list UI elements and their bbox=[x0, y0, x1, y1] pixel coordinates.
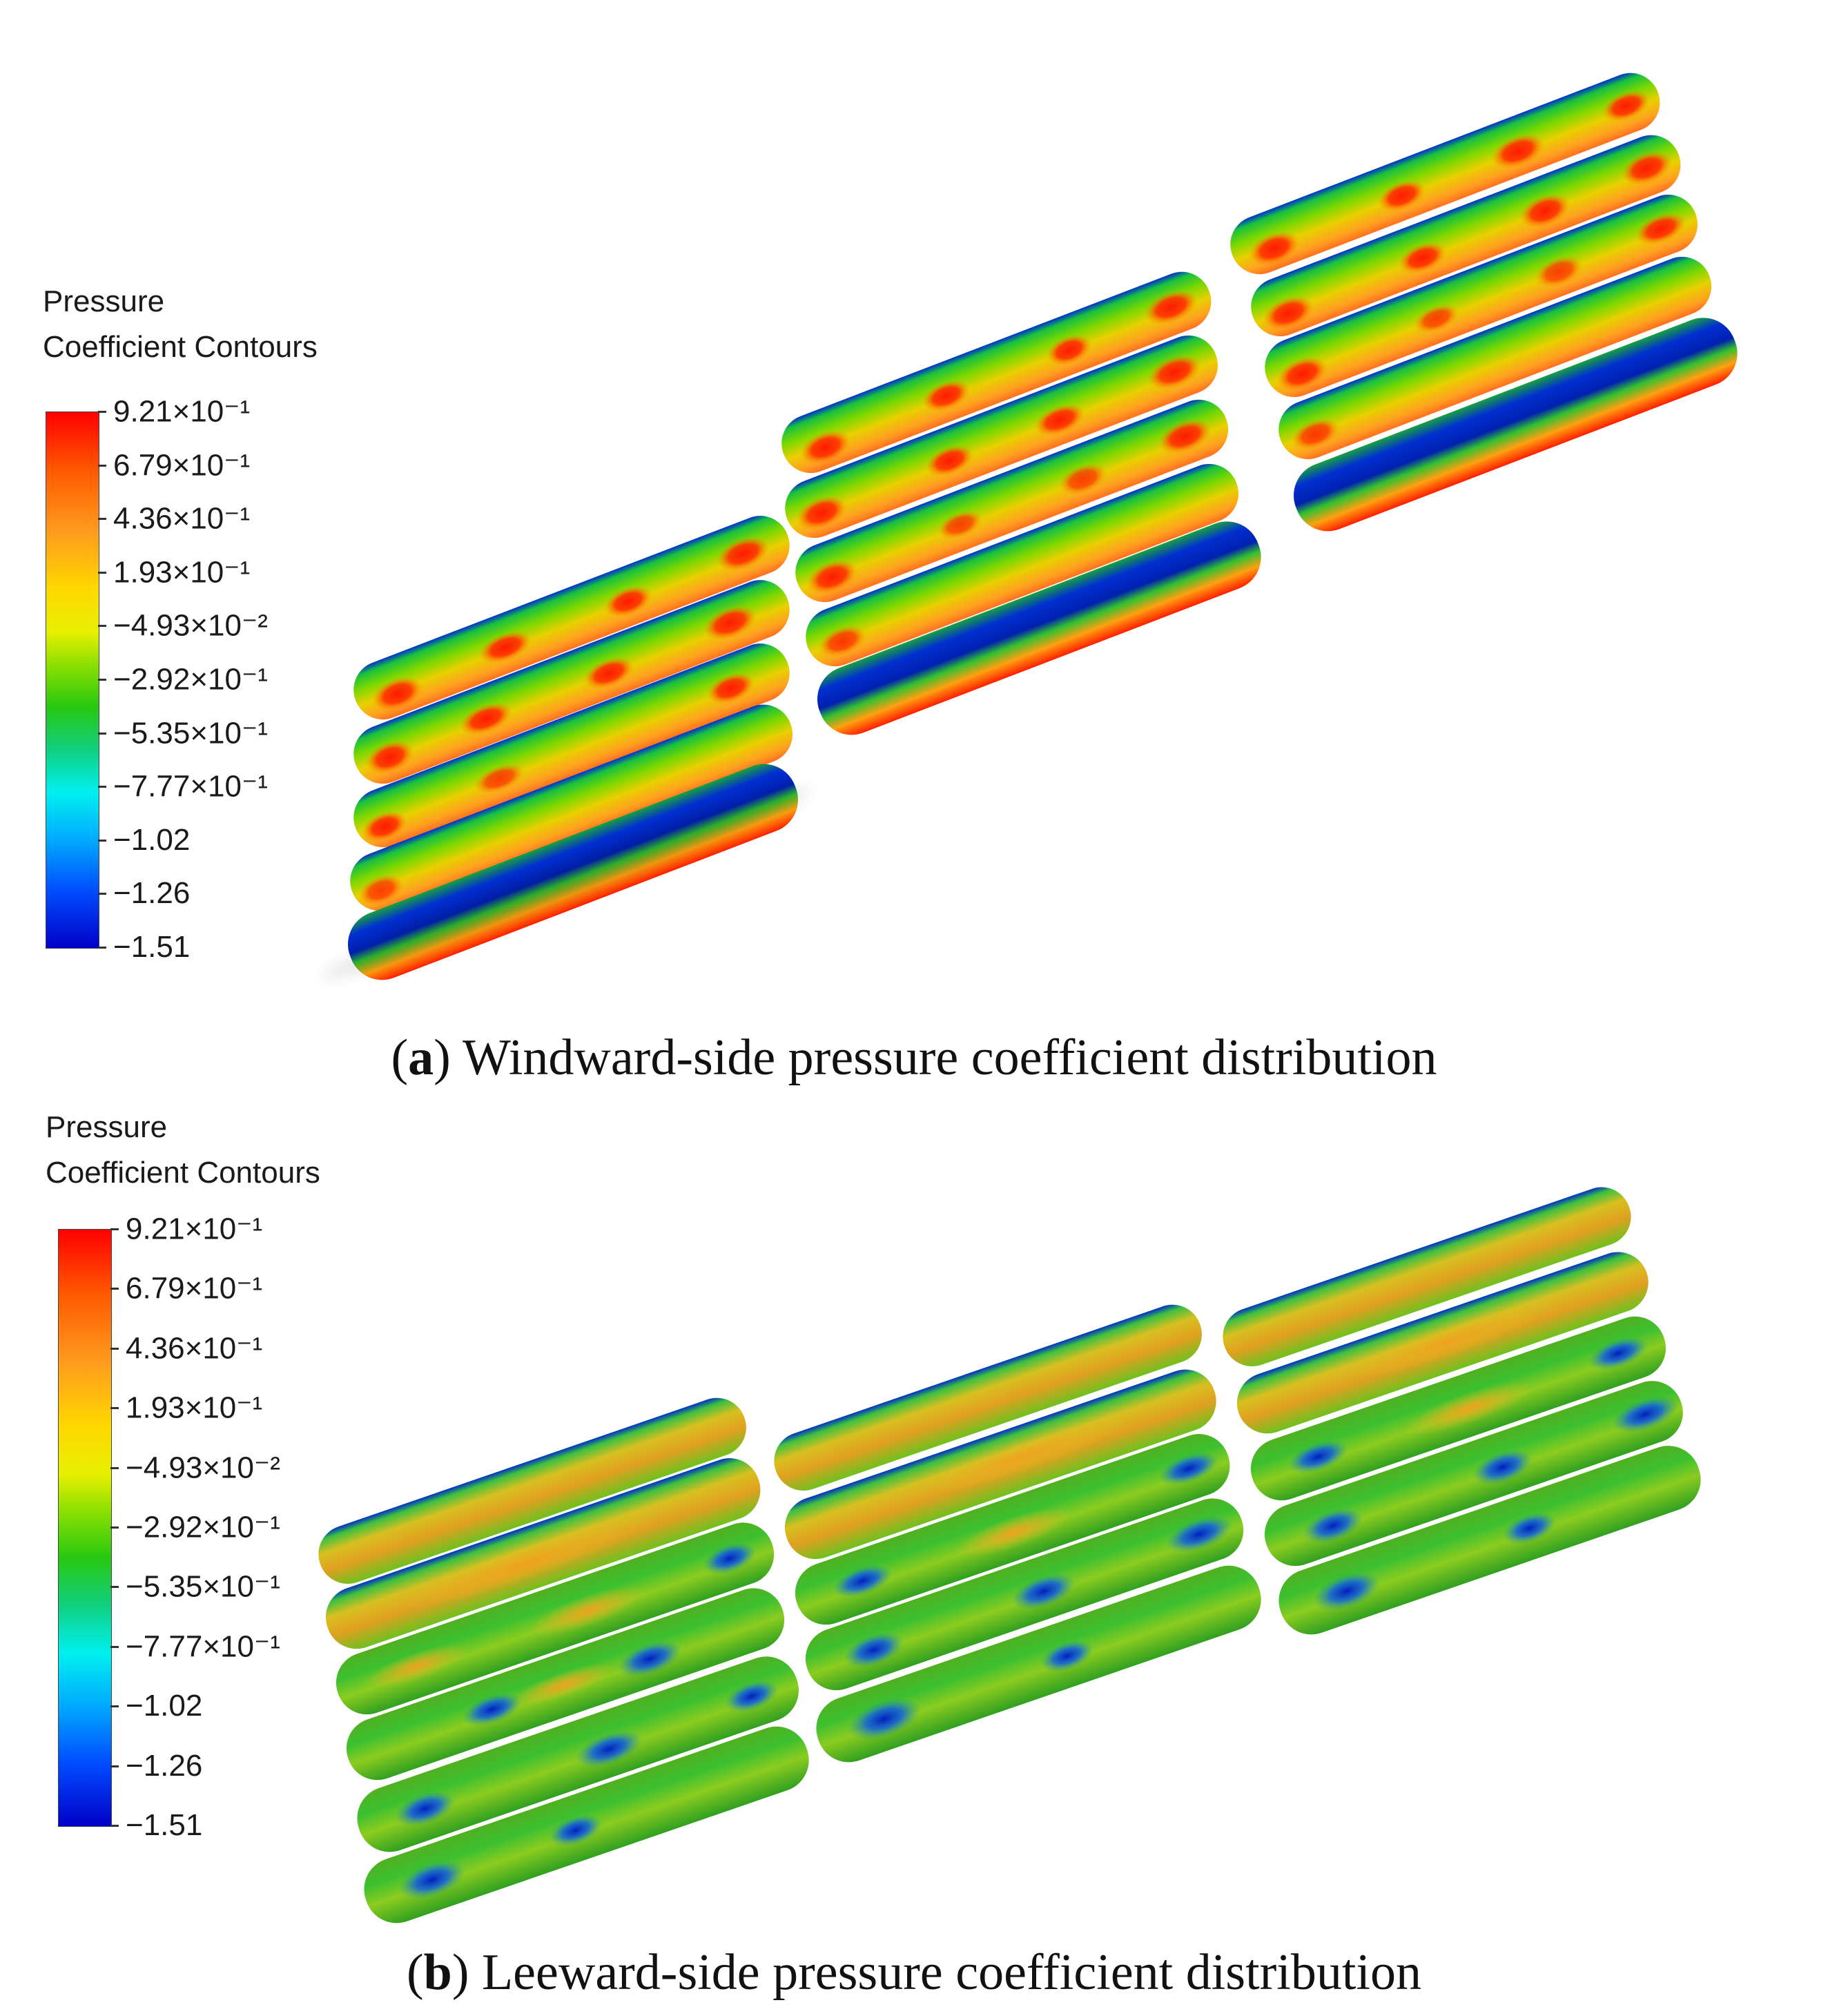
colorbar-tick-label: −4.93×10⁻² bbox=[113, 608, 268, 643]
colorbar-tick-mark bbox=[110, 1765, 119, 1767]
tube-group-middle bbox=[781, 271, 1261, 735]
colorbar-tick-mark bbox=[110, 1407, 119, 1410]
colorbar-tick-mark bbox=[98, 571, 106, 574]
colorbar-tick-mark bbox=[110, 1466, 119, 1469]
colorbar-tick-mark bbox=[110, 1347, 119, 1350]
caption-letter: a bbox=[408, 1029, 434, 1086]
colorbar-tick-label: −1.51 bbox=[126, 1808, 203, 1842]
tube-group-right bbox=[1230, 72, 1738, 532]
colorbar-tick-mark bbox=[98, 625, 106, 628]
tube-group-left bbox=[318, 1397, 809, 1923]
colorbar-tick-mark bbox=[98, 518, 106, 521]
colorbar-tick-label: −4.93×10⁻² bbox=[126, 1451, 280, 1485]
colorbar-tick-mark bbox=[98, 839, 106, 842]
colorbar-tick-label: −1.26 bbox=[113, 876, 191, 911]
panel-leeward: Pressure Coefficient Contours 9.21×10⁻¹ 6… bbox=[0, 1091, 1828, 2016]
colorbar-tick-label: 6.79×10⁻¹ bbox=[126, 1271, 263, 1306]
legend-title-line1: Pressure bbox=[43, 284, 165, 318]
colorbar-tick-label: 4.36×10⁻¹ bbox=[113, 501, 251, 536]
legend-title-line1: Pressure bbox=[46, 1110, 168, 1144]
colorbar-tick-label: −1.02 bbox=[126, 1689, 203, 1723]
colorbar-tick-label: 1.93×10⁻¹ bbox=[126, 1390, 263, 1425]
colorbar bbox=[46, 411, 99, 949]
colorbar-tick-mark bbox=[98, 411, 106, 413]
colorbar bbox=[58, 1229, 112, 1827]
colorbar-tick-label: −1.51 bbox=[113, 930, 191, 964]
colorbar-tick-mark bbox=[110, 1825, 119, 1827]
colorbar-tick-mark bbox=[110, 1288, 119, 1290]
colorbar-tick-mark bbox=[110, 1645, 119, 1648]
tube-group-right bbox=[1223, 1187, 1701, 1635]
colorbar-tick-label: −5.35×10⁻¹ bbox=[126, 1569, 280, 1604]
colorbar-tick-mark bbox=[98, 732, 106, 735]
caption-text: Windward-side pressure coefficient distr… bbox=[450, 1029, 1437, 1086]
tube-group-left bbox=[321, 516, 811, 980]
colorbar-tick-mark bbox=[98, 786, 106, 788]
colorbar-tick-label: 1.93×10⁻¹ bbox=[113, 555, 251, 590]
colorbar-tick-label: −2.92×10⁻¹ bbox=[113, 662, 268, 697]
caption-text: Leeward-side pressure coefficient distri… bbox=[469, 1944, 1421, 2001]
colorbar-tick-label: −5.35×10⁻¹ bbox=[113, 716, 268, 750]
colorbar-tick-mark bbox=[98, 464, 106, 467]
colorbar-tick-mark bbox=[98, 947, 106, 949]
panel-windward: Pressure Coefficient Contours 9.21×10⁻¹ 6… bbox=[43, 72, 1738, 1086]
colorbar-tick-label: −1.02 bbox=[113, 822, 191, 857]
windward-tube-array bbox=[321, 72, 1738, 980]
colorbar-tick-mark bbox=[110, 1526, 119, 1529]
colorbar-tick-mark bbox=[110, 1228, 119, 1230]
legend-title-line2: Coefficient Contours bbox=[43, 330, 318, 364]
tube-group-middle bbox=[774, 1304, 1261, 1763]
colorbar-tick-mark bbox=[110, 1705, 119, 1708]
colorbar-tick-label: −1.26 bbox=[126, 1748, 203, 1783]
caption: (a) Windward-side pressure coefficient d… bbox=[391, 1029, 1437, 1086]
colorbar-tick-label: −7.77×10⁻¹ bbox=[113, 769, 268, 804]
colorbar-tick-mark bbox=[110, 1586, 119, 1589]
colorbar-tick-label: 9.21×10⁻¹ bbox=[113, 394, 251, 429]
colorbar-tick-mark bbox=[98, 679, 106, 681]
legend-title-line2: Coefficient Contours bbox=[46, 1156, 320, 1190]
colorbar-tick-label: 9.21×10⁻¹ bbox=[126, 1212, 263, 1246]
caption-letter: b bbox=[423, 1944, 452, 2001]
legend-title: Pressure Coefficient Contours bbox=[46, 1105, 320, 1196]
colorbar-tick-label: 6.79×10⁻¹ bbox=[113, 448, 251, 483]
caption: (b) Leeward-side pressure coefficient di… bbox=[407, 1944, 1421, 2001]
colorbar-tick-label: −2.92×10⁻¹ bbox=[126, 1510, 280, 1544]
colorbar-tick-label: −7.77×10⁻¹ bbox=[126, 1629, 280, 1664]
colorbar-tick-label: 4.36×10⁻¹ bbox=[126, 1331, 263, 1366]
legend-title: Pressure Coefficient Contours bbox=[43, 279, 318, 370]
leeward-tube-array bbox=[318, 1187, 1701, 1923]
colorbar-tick-mark bbox=[98, 893, 106, 895]
